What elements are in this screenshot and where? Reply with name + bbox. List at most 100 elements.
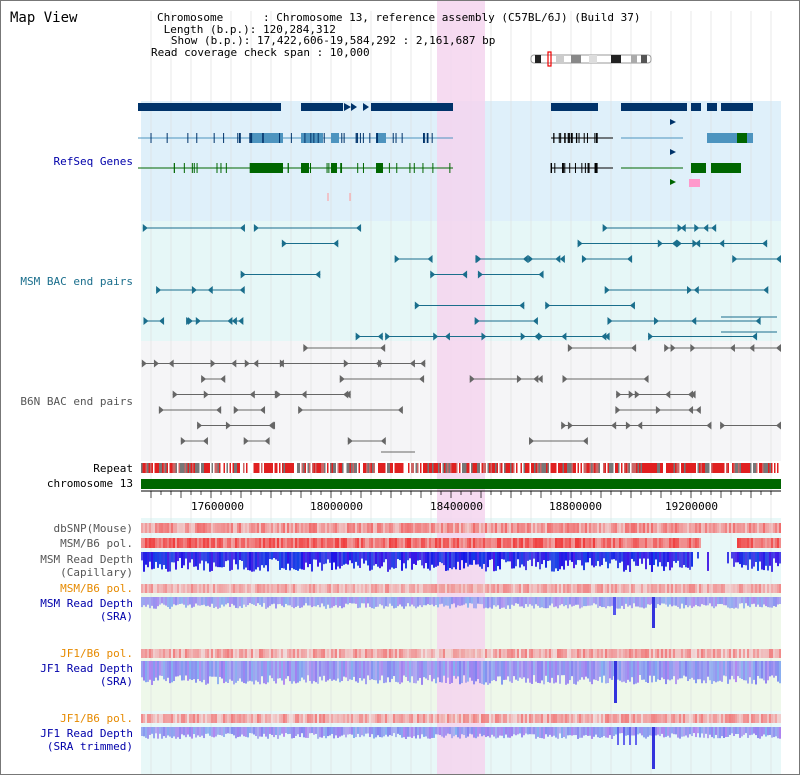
- depth-bar: [313, 661, 315, 682]
- heat-cell: [243, 584, 245, 593]
- depth-bar: [425, 552, 427, 564]
- heat-cell: [201, 523, 203, 533]
- depth-bar: [751, 661, 753, 684]
- heat-cell: [745, 523, 747, 533]
- heat-cell: [685, 649, 687, 658]
- repeat-mark: [531, 463, 533, 473]
- heat-cell: [677, 523, 679, 533]
- depth-bar: [777, 552, 779, 567]
- gene-arrow: [344, 103, 351, 111]
- depth-bar: [605, 552, 607, 562]
- depth-bar: [455, 727, 457, 735]
- heat-cell: [355, 523, 357, 533]
- depth-bar: [161, 597, 163, 604]
- repeat-mark: [240, 463, 242, 473]
- repeat-mark: [169, 463, 171, 473]
- heat-cell: [675, 649, 677, 658]
- heat-cell: [767, 538, 769, 548]
- depth-bar: [207, 597, 209, 606]
- track-label-b6n-bac[interactable]: B6N BAC end pairs: [20, 395, 133, 408]
- depth-bar: [763, 727, 765, 735]
- heat-cell: [409, 584, 411, 593]
- depth-bar: [265, 552, 267, 566]
- depth-bar: [661, 597, 663, 604]
- depth-bar: [715, 727, 717, 735]
- heat-cell: [193, 649, 195, 658]
- depth-bar: [501, 661, 503, 685]
- depth-bar: [385, 727, 387, 735]
- depth-bar: [765, 727, 767, 737]
- ideogram-band: [641, 55, 647, 63]
- heat-cell: [413, 523, 415, 533]
- heat-cell: [197, 649, 199, 658]
- heat-cell: [421, 538, 423, 548]
- heat-cell: [361, 538, 363, 548]
- depth-bar: [337, 552, 339, 567]
- bac-end-marker: [637, 421, 643, 430]
- bac-end-marker: [763, 286, 769, 294]
- depth-bar: [281, 597, 283, 606]
- heat-cell: [737, 584, 739, 593]
- heat-cell: [483, 584, 485, 593]
- heat-cell: [583, 523, 585, 533]
- bac-end-marker: [427, 255, 433, 263]
- depth-bar: [345, 597, 347, 604]
- repeat-mark: [450, 463, 452, 473]
- depth-bar: [257, 552, 259, 568]
- heat-cell: [737, 649, 739, 658]
- length-label: Length (b.p.): [163, 22, 250, 36]
- depth-bar: [297, 597, 299, 606]
- heat-cell: [495, 523, 497, 533]
- heat-cell: [201, 649, 203, 658]
- heat-cell: [169, 523, 171, 533]
- repeat-mark: [309, 463, 311, 473]
- depth-bar: [451, 661, 453, 683]
- depth-bar: [585, 552, 587, 563]
- depth-bar: [481, 661, 483, 684]
- depth-bar: [699, 597, 701, 607]
- depth-bar: [441, 727, 443, 737]
- repeat-mark: [211, 463, 213, 473]
- depth-bar: [753, 552, 755, 567]
- depth-bar: [739, 727, 741, 738]
- depth-bar: [675, 597, 677, 606]
- heat-cell: [427, 714, 429, 723]
- heat-cell: [467, 538, 469, 548]
- heat-cell: [679, 538, 681, 548]
- depth-bar: [407, 552, 409, 561]
- heat-cell: [265, 523, 267, 533]
- heat-cell: [421, 649, 423, 658]
- heat-cell: [235, 523, 237, 533]
- depth-bar: [485, 597, 487, 608]
- heat-cell: [499, 584, 501, 593]
- depth-bar: [653, 661, 655, 676]
- repeat-mark: [679, 463, 681, 473]
- heat-cell: [695, 584, 697, 593]
- heat-cell: [683, 538, 685, 548]
- heat-cell: [367, 714, 369, 723]
- heat-cell: [215, 538, 217, 548]
- heat-cell: [225, 649, 227, 658]
- depth-bar: [147, 552, 149, 568]
- track-label-refseq[interactable]: RefSeq Genes: [53, 155, 133, 168]
- depth-bar: [773, 727, 775, 738]
- heat-cell: [685, 714, 687, 723]
- depth-bar: [333, 727, 335, 739]
- heat-cell: [491, 523, 493, 533]
- depth-bar: [529, 661, 531, 683]
- heat-cell: [301, 714, 303, 723]
- heat-cell: [187, 714, 189, 723]
- depth-bar: [147, 597, 149, 605]
- heat-cell: [181, 714, 183, 723]
- heat-cell: [467, 649, 469, 658]
- track-label-msm-bac[interactable]: MSM BAC end pairs: [20, 275, 133, 288]
- heat-cell: [543, 584, 545, 593]
- heat-cell: [277, 714, 279, 723]
- heat-cell: [501, 714, 503, 723]
- heat-cell: [363, 538, 365, 548]
- depth-bar: [273, 597, 275, 604]
- heat-cell: [255, 523, 257, 533]
- heat-cell: [173, 584, 175, 593]
- bac-end-marker: [631, 344, 637, 352]
- heat-cell: [639, 649, 641, 658]
